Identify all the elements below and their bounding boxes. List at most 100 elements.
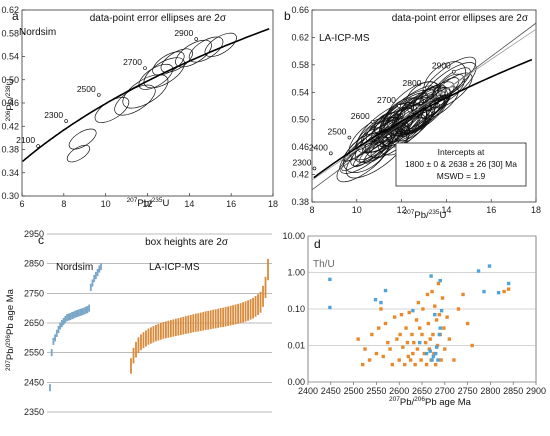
concordia-age-marker [36,144,40,148]
error-ellipse [344,115,403,162]
concordia-age-marker [143,66,147,70]
panel-d-point [436,358,440,362]
panel-d-point [392,315,397,319]
panel-d-point [429,274,433,278]
panel-c-bar [239,303,242,324]
panel-c-bar [66,314,68,322]
error-ellipse [94,97,130,123]
panel-d-point [410,332,414,337]
panel-d-point [383,321,388,326]
panel-c-bar [95,271,97,280]
panel-b-y-ticks: 0.38 0.42 0.46 0.50 0.54 0.58 0.62 0.66 [291,5,315,207]
panel-d-point [431,354,436,359]
panel-d-point [379,307,383,311]
panel-c-bar [137,337,140,354]
a-y-tick-label: 0.54 [1,52,19,62]
panel-a-concordia-labels: 2100 2300 2500 2700 2900 [16,28,199,148]
panel-d-point [374,351,379,356]
error-ellipse [365,102,415,142]
panel-c-bar [64,315,67,323]
panel-c-bar [86,306,89,314]
panel-c-bar [182,316,185,335]
panel-d-point [427,347,431,351]
concordia-age-marker [451,69,456,74]
panel-c-bar [52,337,55,345]
panel-d-point [370,332,374,337]
panel-d-point [443,347,447,351]
panel-d-point [373,297,378,302]
panel-d-point [482,289,486,294]
panel-d-y-ticks: 0.00 0.01 0.10 1.00 10.00 [282,231,305,387]
panel-c-bar [83,307,85,315]
a-x-tick-label: 14 [184,199,194,209]
panel-d-point [430,289,434,294]
panel-c-y-tick-label: 2450 [24,377,44,387]
panel-d-points-la-icp-ms [356,281,511,367]
concordia-age-label: 2600 [351,111,370,121]
concordia-age-label: 2300 [293,157,312,167]
concordia-age-marker [347,135,352,140]
panel-c-bar [79,308,82,316]
panel-d-x-axis-label: 207Pb/206Pb age Ma [389,396,472,408]
panel-c-bar [169,320,172,338]
a-y-tick-label: 0.42 [1,121,19,131]
panel-d-y-tick-label: 0.00 [287,377,305,387]
panel-c-bar [229,305,232,326]
panel-c-bar [259,291,262,313]
error-ellipse [68,128,97,150]
error-ellipse [432,67,471,99]
panel-d-point [461,292,465,297]
panel-d-x-tick-label: 2400 [298,386,318,396]
panel-d-x-tick-label: 2500 [344,386,364,396]
panel-d-point [424,351,429,356]
panel-c-bar [59,322,62,330]
panel-d-point [433,304,437,308]
error-ellipse [152,51,185,76]
panel-c-y-tick-label: 2650 [24,318,44,328]
panel-d-point [470,343,474,348]
panel-a-concordia-curve [22,28,270,163]
panel-c-label-la-icp-ms: LA-ICP-MS [149,262,200,273]
panel-d-point [412,340,416,345]
panel-d-x-tick-label: 2900 [526,386,546,396]
panel-d-point [376,326,381,330]
panel-d-point [487,264,492,268]
panel-d-point [456,307,461,311]
panel-d-point [386,340,390,345]
panel-d-point [506,287,511,291]
panel-c-bar [69,312,72,321]
error-ellipse [143,57,185,89]
b-y-tick-label: 0.62 [291,32,309,42]
panel-d-point [439,358,443,362]
b-y-tick-label: 0.58 [291,60,309,70]
concordia-age-label: 2100 [16,135,35,145]
concordia-age-label: 2500 [327,127,346,137]
panel-c-bar [98,265,101,273]
panel-d-point [328,305,332,310]
panel-c-bar [234,304,237,325]
panel-d-point [328,277,332,282]
panel-c-bar [189,314,192,333]
b-y-tick-label: 0.66 [291,5,309,15]
panel-b-x-axis-label: 207Pb/235U [404,209,447,221]
panel-d-x-tick-label: 2600 [389,386,409,396]
panel-d-point [413,362,417,367]
panel-d-x-tick-label: 2750 [458,386,478,396]
error-ellipse [348,116,400,161]
panel-d-point [431,332,435,337]
panel-d-point [442,326,446,330]
panel-d-point [438,326,442,330]
panel-c-y-tick-label: 2350 [24,407,44,417]
concordia-age-marker [194,37,199,41]
panel-d-point [415,347,420,351]
concordia-age-marker [96,93,101,97]
panel-c-bar [214,309,217,329]
a-y-tick-label: 0.46 [1,98,19,108]
panel-d-point [421,307,425,311]
panel-c-bar [174,318,177,337]
intercepts-line-1: Intercepts at [438,147,485,157]
panel-c-bar [179,317,182,336]
panel-d-point [465,321,470,326]
panel-d-point [438,278,442,283]
